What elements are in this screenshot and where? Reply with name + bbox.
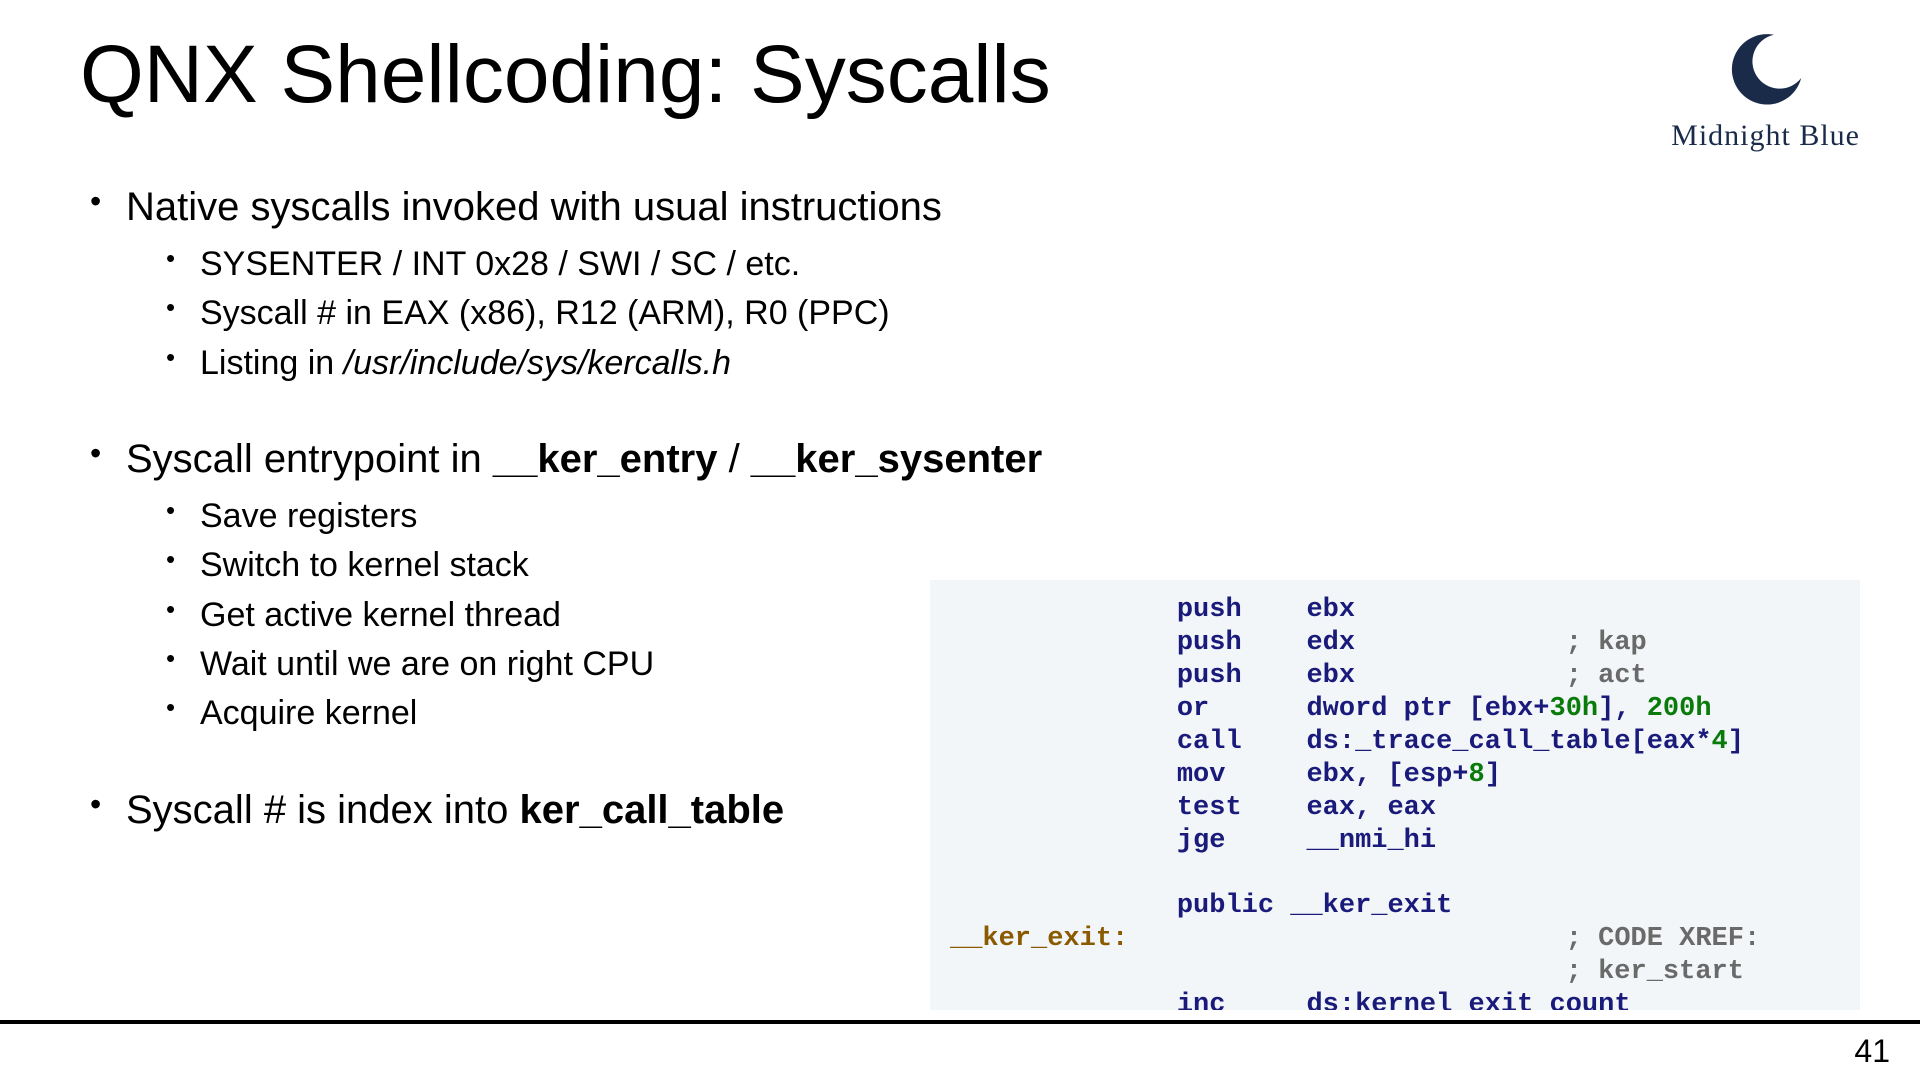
bullet-1-text: Native syscalls invoked with usual instr… — [126, 185, 942, 229]
bullet-1-sub-1: SYSENTER / INT 0x28 / SWI / SC / etc. — [126, 240, 1840, 289]
bullet-2-sub-1: Save registers — [126, 492, 1840, 541]
bullet-3-pre: Syscall # is index into — [126, 788, 520, 832]
bullet-3-bold: ker_call_table — [520, 788, 785, 832]
moon-icon — [1721, 30, 1811, 110]
bullet-1-sub-3: Listing in /usr/include/sys/kercalls.h — [126, 339, 1840, 388]
slide-title: QNX Shellcoding: Syscalls — [80, 30, 1840, 120]
bullet-1: Native syscalls invoked with usual instr… — [80, 180, 1840, 388]
code-pre: push ebx push edx ; kap push ebx ; act o… — [950, 594, 1852, 1010]
slide: QNX Shellcoding: Syscalls Midnight Blue … — [0, 0, 1920, 1080]
bullet-1-sub-3-ital: /usr/include/sys/kercalls.h — [344, 344, 731, 382]
logo: Midnight Blue — [1671, 30, 1860, 153]
bullet-2-pre: Syscall entrypoint in — [126, 437, 493, 481]
logo-text: Midnight Blue — [1671, 119, 1860, 153]
disassembly-listing: push ebx push edx ; kap push ebx ; act o… — [930, 580, 1860, 1010]
bullet-2-mid: / — [717, 437, 750, 481]
bullet-1-sub-3-pre: Listing in — [200, 344, 344, 382]
bullet-2-bold1: __ker_entry — [493, 437, 718, 481]
page-number: 41 — [1854, 1033, 1890, 1070]
footer-rule — [0, 1020, 1920, 1024]
bullet-1-sub-2: Syscall # in EAX (x86), R12 (ARM), R0 (P… — [126, 289, 1840, 338]
bullet-2-bold2: __ker_sysenter — [751, 437, 1042, 481]
